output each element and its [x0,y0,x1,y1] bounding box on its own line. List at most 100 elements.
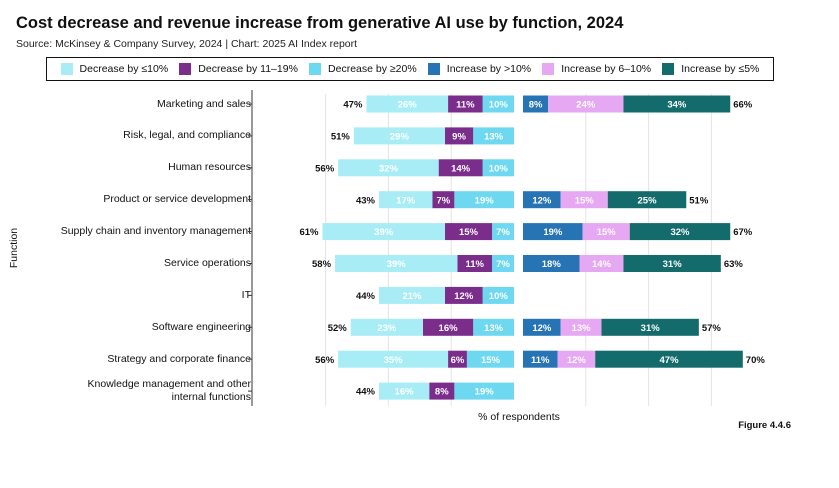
bar-revenue-1 [579,255,624,272]
bar-cost-0 [350,318,423,336]
bar-revenue-0 [523,191,561,209]
legend-label: Decrease by ≥20% [328,63,417,75]
legend-item: Increase by ≤5% [662,63,759,75]
total-label-cost: 52% [328,323,348,334]
bar-revenue-2 [629,223,731,241]
category-label-line: Strategy and corporate finance [107,352,251,365]
bar-revenue-0 [523,223,583,241]
bar-cost-2 [492,223,514,241]
legend-swatch [309,63,322,75]
category-label-line: Service operations [164,257,251,269]
category-label-line: Software engineering [151,320,251,333]
bar-value-label: 34% [667,100,687,111]
total-label-revenue: 70% [746,355,766,366]
bar-value-label: 19% [475,387,495,398]
bar-value-label: 12% [567,355,587,366]
legend-item: Decrease by ≥20% [309,63,417,75]
bar-cost-2 [482,95,514,113]
category-label: Marketing and sales [157,98,251,111]
bar-value-label: 18% [542,259,562,270]
bar-cost-1 [444,223,493,241]
total-label-cost: 56% [315,355,335,366]
bar-revenue-1 [557,350,596,368]
bar-value-label: 29% [390,132,410,143]
bar-cost-0 [335,255,458,272]
total-label-cost: 56% [315,163,335,174]
total-label-revenue: 66% [733,100,753,111]
bar-cost-2 [454,191,514,209]
bar-value-label: 31% [663,259,683,270]
legend-swatch [60,63,73,75]
bar-cost-2 [473,318,514,336]
total-label-revenue: 51% [689,195,709,206]
legend-swatch [662,63,675,75]
bar-revenue-1 [560,318,602,336]
legend-label: Increase by ≤5% [681,63,760,75]
figure-label: Figure 4.4.6 [738,420,791,431]
bar-revenue-0 [523,95,549,113]
bar-value-label: 6% [451,355,465,366]
category-label-line: Supply chain and inventory management [60,225,251,238]
total-label-cost: 47% [343,100,363,111]
bar-value-label: 15% [597,227,617,238]
bar-value-label: 10% [489,100,509,111]
legend-swatch [179,63,192,75]
bar-value-label: 23% [377,323,397,334]
bar-cost-0 [378,286,445,304]
bar-revenue-1 [560,191,608,209]
bar-cost-1 [438,159,483,177]
bar-value-label: 19% [543,227,563,238]
bar-value-label: 17% [396,195,416,206]
bar-cost-1 [448,350,467,368]
bar-value-label: 16% [395,387,415,398]
bar-cost-0 [378,382,430,400]
bar-value-label: 7% [496,259,510,270]
bar-value-label: 16% [439,323,459,334]
bar-value-label: 12% [532,323,552,334]
category-label: Risk, legal, and compliance [123,129,251,142]
category-label-line: internal functions [171,391,251,404]
bar-value-label: 11% [466,259,485,270]
bar-cost-0 [322,223,445,241]
bar-value-label: 24% [576,100,596,111]
category-label-line: Product or service development [103,193,251,206]
total-label-revenue: 67% [733,227,753,238]
category-label: Knowledge management and other internal f… [88,378,251,404]
category-label: Software engineering [152,321,251,334]
category-label-line: Marketing and sales [157,97,251,110]
bar-cost-2 [482,286,514,304]
bar-cost-2 [492,255,514,272]
bar-value-label: 26% [398,100,418,111]
x-axis-label: % of respondents [478,411,560,423]
chart-title: Cost decrease and revenue increase from … [16,14,624,32]
bar-cost-1 [444,286,483,304]
bar-value-label: 32% [379,163,399,174]
bar-value-label: 21% [402,291,422,302]
bar-value-label: 39% [387,259,407,270]
category-label: Product or service development [103,193,251,206]
bar-value-label: 14% [592,259,612,270]
bar-cost-1 [429,382,455,400]
bar-revenue-0 [523,318,561,336]
bar-value-label: 39% [374,227,394,238]
category-label: Service operations [164,257,251,270]
bar-cost-0 [366,95,449,113]
bar-cost-2 [482,159,514,177]
bar-value-label: 15% [459,227,479,238]
bar-value-label: 14% [451,163,471,174]
bar-value-label: 25% [638,195,658,206]
bar-cost-0 [338,350,449,368]
total-label-revenue: 63% [724,259,744,270]
bar-revenue-2 [623,255,721,272]
category-label-line: Risk, legal, and compliance [123,129,251,142]
bar-cost-1 [432,191,455,209]
category-label: Human resources [168,161,251,174]
bar-value-label: 10% [489,291,509,302]
bar-value-label: 10% [489,163,509,174]
bar-cost-2 [473,127,514,145]
legend-swatch [542,63,555,75]
bar-cost-1 [422,318,474,336]
legend-swatch [427,63,440,75]
bar-value-label: 9% [452,132,466,143]
bar-revenue-1 [548,95,624,113]
